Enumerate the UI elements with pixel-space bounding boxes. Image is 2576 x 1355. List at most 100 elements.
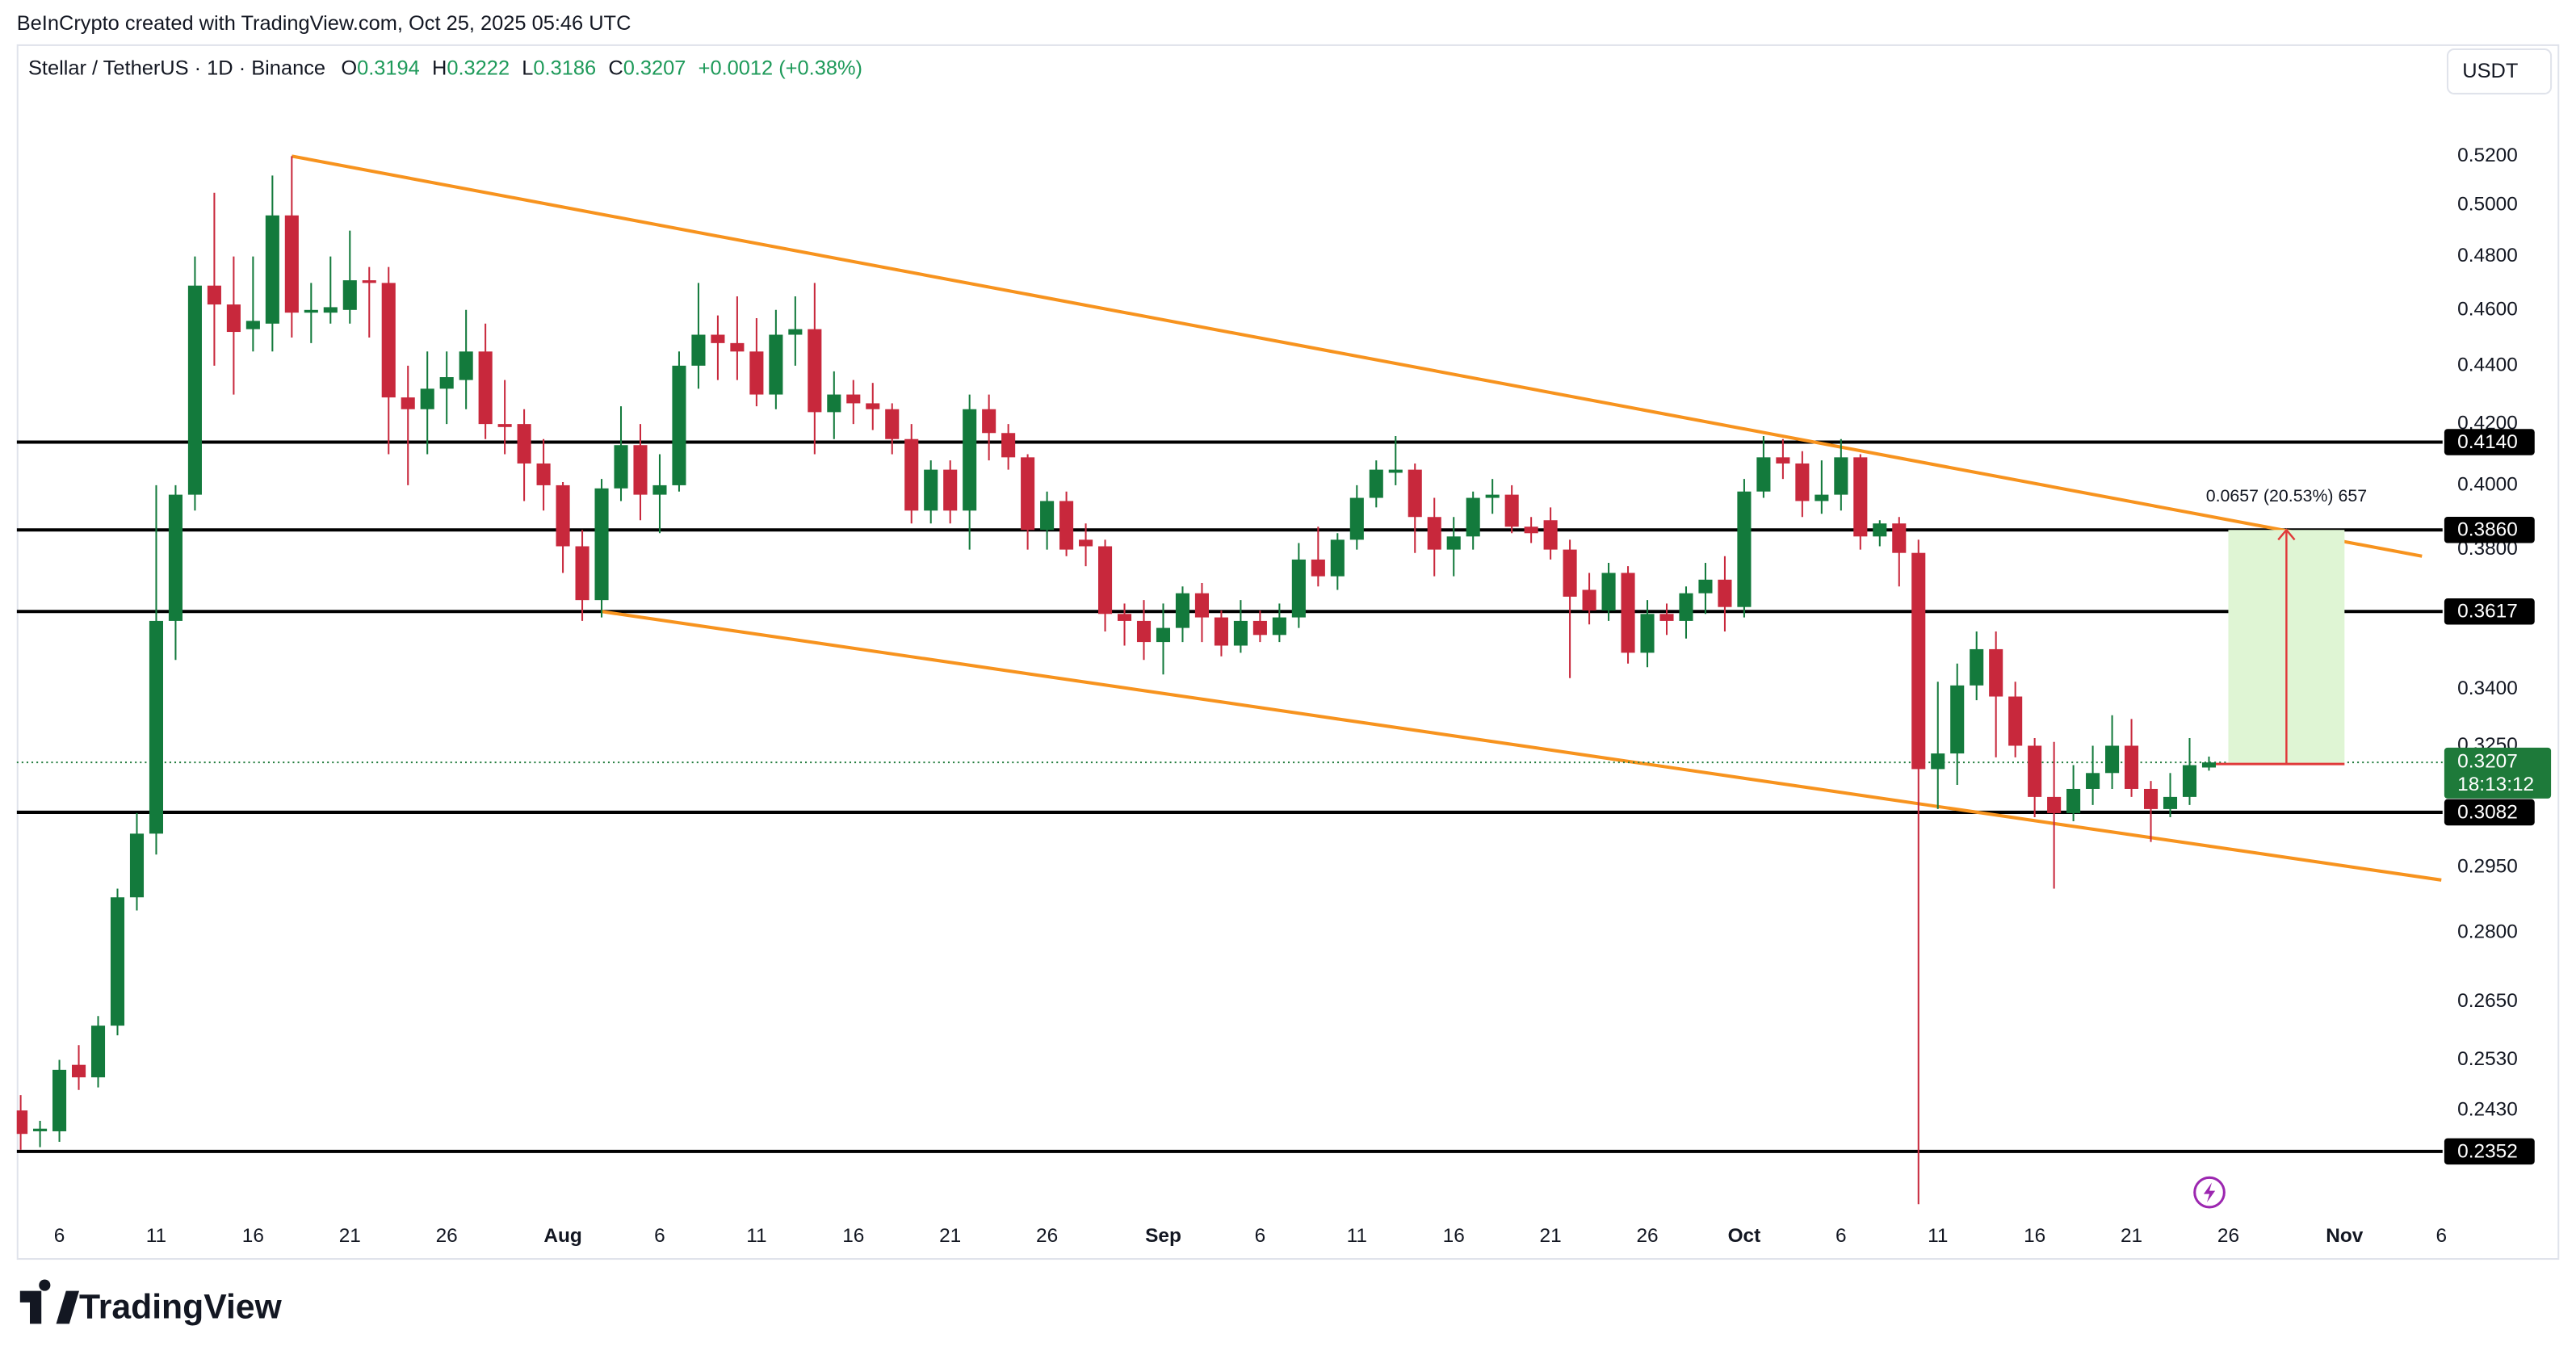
candle-body xyxy=(1601,573,1616,610)
candle-body xyxy=(265,215,279,324)
chart-frame xyxy=(16,44,2560,1261)
x-tick-label: 26 xyxy=(1636,1225,1658,1247)
candle-body xyxy=(846,394,861,404)
level-tag xyxy=(2444,1138,2535,1165)
candle-body xyxy=(1194,593,1209,618)
candle-body xyxy=(1737,491,1752,607)
x-tick-label: 16 xyxy=(2024,1225,2045,1247)
ohlc-letter: C xyxy=(608,57,623,79)
candle-body xyxy=(1815,494,1829,501)
currency-button[interactable] xyxy=(2446,48,2553,94)
candle-body xyxy=(1117,614,1132,621)
candle-body xyxy=(1659,614,1674,621)
x-tick-label: Sep xyxy=(1145,1225,1181,1247)
candle-body xyxy=(1330,539,1345,577)
candle-body xyxy=(1175,593,1190,628)
candle-body xyxy=(904,438,919,511)
x-tick-label: 6 xyxy=(1255,1225,1266,1247)
candle-body xyxy=(769,334,783,395)
candle-body xyxy=(1504,494,1519,527)
candle-body xyxy=(575,546,589,601)
candle-body xyxy=(2008,696,2023,746)
brand-name: TradingView xyxy=(79,1287,283,1326)
candle-body xyxy=(33,1128,48,1131)
candle-body xyxy=(1446,536,1461,550)
candle-body xyxy=(1795,463,1810,501)
candle-body xyxy=(1369,469,1383,498)
candle-body xyxy=(2066,788,2081,813)
candle-body xyxy=(1349,497,1364,540)
x-tick-label: 6 xyxy=(654,1225,665,1247)
candle-body xyxy=(1834,457,1848,495)
level-tag xyxy=(2444,516,2535,543)
candle-body xyxy=(1059,501,1074,550)
candle-body xyxy=(556,485,570,547)
candle-body xyxy=(1272,617,1286,636)
x-tick-label: 16 xyxy=(842,1225,864,1247)
candle-body xyxy=(226,304,241,333)
candle-body xyxy=(342,280,357,310)
candle-body xyxy=(1582,589,1596,610)
candle-body xyxy=(401,397,415,409)
x-tick-label: 21 xyxy=(2121,1225,2142,1247)
y-tick-label: 0.2430 xyxy=(2457,1099,2518,1121)
candle-body xyxy=(1679,593,1693,621)
candle-body xyxy=(1388,469,1403,473)
x-tick-label: 21 xyxy=(339,1225,361,1247)
level-tag xyxy=(2444,598,2535,625)
candle-body xyxy=(1621,573,1635,653)
candle-body xyxy=(808,329,822,413)
currency[interactable]: USDT xyxy=(2462,60,2518,82)
event-icon[interactable] xyxy=(2193,1176,2226,1209)
candle-body xyxy=(691,334,706,366)
candle-body xyxy=(1892,523,1907,553)
ohlc-letter: L xyxy=(522,57,533,79)
candle-body xyxy=(52,1069,67,1131)
level-label: 0.3082 xyxy=(2457,801,2518,823)
x-tick-label: 6 xyxy=(1836,1225,1847,1247)
candle-body xyxy=(1136,620,1152,643)
x-tick-label: 6 xyxy=(2435,1225,2447,1247)
candle-body xyxy=(2047,796,2062,813)
candle-body xyxy=(1291,559,1306,618)
symbol-title: Stellar / TetherUS · 1D · Binance xyxy=(28,57,325,79)
x-tick-label: 21 xyxy=(1540,1225,1562,1247)
level-tag xyxy=(2444,799,2535,826)
y-tick-label: 0.4000 xyxy=(2457,473,2518,495)
ohlc-letter: H xyxy=(432,57,447,79)
y-tick-label: 0.2650 xyxy=(2457,990,2518,1012)
candle-body xyxy=(323,307,338,313)
candle-body xyxy=(943,469,958,511)
x-tick-label: 11 xyxy=(746,1225,766,1247)
candle-body xyxy=(2182,765,2197,797)
y-tick-label: 0.2800 xyxy=(2457,921,2518,942)
x-tick-label: 11 xyxy=(1347,1225,1367,1247)
level-tag xyxy=(2444,429,2535,455)
y-tick-label: 0.4800 xyxy=(2457,245,2518,266)
candle-body xyxy=(924,469,938,511)
candle-body xyxy=(110,897,125,1026)
candle-body xyxy=(2086,773,2100,789)
candle-body xyxy=(788,329,803,335)
candle-body xyxy=(614,445,628,489)
candle-body xyxy=(517,424,531,464)
candle-body xyxy=(1853,457,1868,537)
y-tick-label: 0.2530 xyxy=(2457,1048,2518,1070)
level-label: 0.2352 xyxy=(2457,1140,2518,1162)
y-tick-label: 0.4600 xyxy=(2457,298,2518,320)
candle-body xyxy=(1931,753,1945,770)
candle-body xyxy=(2105,745,2120,774)
x-tick-label: 26 xyxy=(1036,1225,1058,1247)
candle-body xyxy=(420,388,434,409)
ohlc-value: 0.3207 xyxy=(623,57,686,79)
candle-body xyxy=(1001,433,1016,458)
ohlc-value: 0.3186 xyxy=(533,57,596,79)
candle-body xyxy=(1718,579,1732,607)
level-label: 0.4140 xyxy=(2457,431,2518,453)
candle-body xyxy=(963,409,977,511)
candle-body xyxy=(1408,469,1422,518)
trendline xyxy=(291,154,2423,558)
credit: BeInCrypto created with TradingView.com,… xyxy=(17,12,631,35)
